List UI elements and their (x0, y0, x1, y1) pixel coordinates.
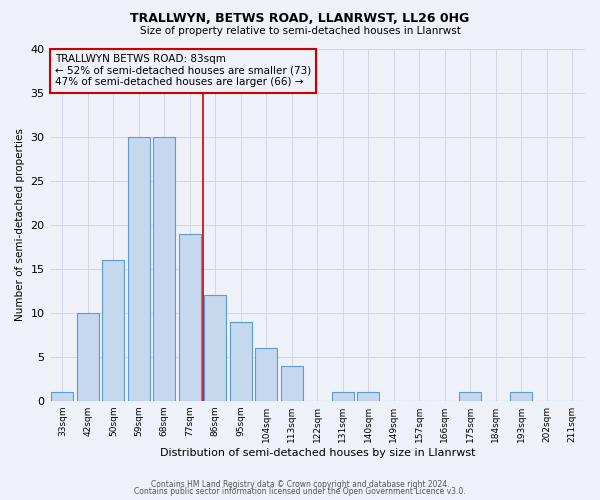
Bar (103, 260, 124, 400)
Text: Contains HM Land Registry data © Crown copyright and database right 2024.: Contains HM Land Registry data © Crown c… (151, 480, 449, 489)
Bar (511, 392, 532, 400)
Text: Size of property relative to semi-detached houses in Llanrwst: Size of property relative to semi-detach… (140, 26, 460, 36)
Y-axis label: Number of semi-detached properties: Number of semi-detached properties (15, 128, 25, 322)
Bar (77, 313, 98, 400)
Bar (281, 366, 302, 400)
Bar (205, 295, 226, 401)
Bar (154, 137, 175, 400)
Bar (128, 137, 149, 400)
Bar (179, 234, 200, 400)
Text: TRALLWYN, BETWS ROAD, LLANRWST, LL26 0HG: TRALLWYN, BETWS ROAD, LLANRWST, LL26 0HG (130, 12, 470, 26)
Bar (358, 392, 379, 400)
Text: Contains public sector information licensed under the Open Government Licence v3: Contains public sector information licen… (134, 488, 466, 496)
Bar (256, 348, 277, 401)
X-axis label: Distribution of semi-detached houses by size in Llanrwst: Distribution of semi-detached houses by … (160, 448, 475, 458)
Bar (230, 322, 251, 400)
Bar (52, 392, 73, 400)
Bar (460, 392, 481, 400)
Text: TRALLWYN BETWS ROAD: 83sqm
← 52% of semi-detached houses are smaller (73)
47% of: TRALLWYN BETWS ROAD: 83sqm ← 52% of semi… (55, 54, 311, 88)
Bar (332, 392, 353, 400)
